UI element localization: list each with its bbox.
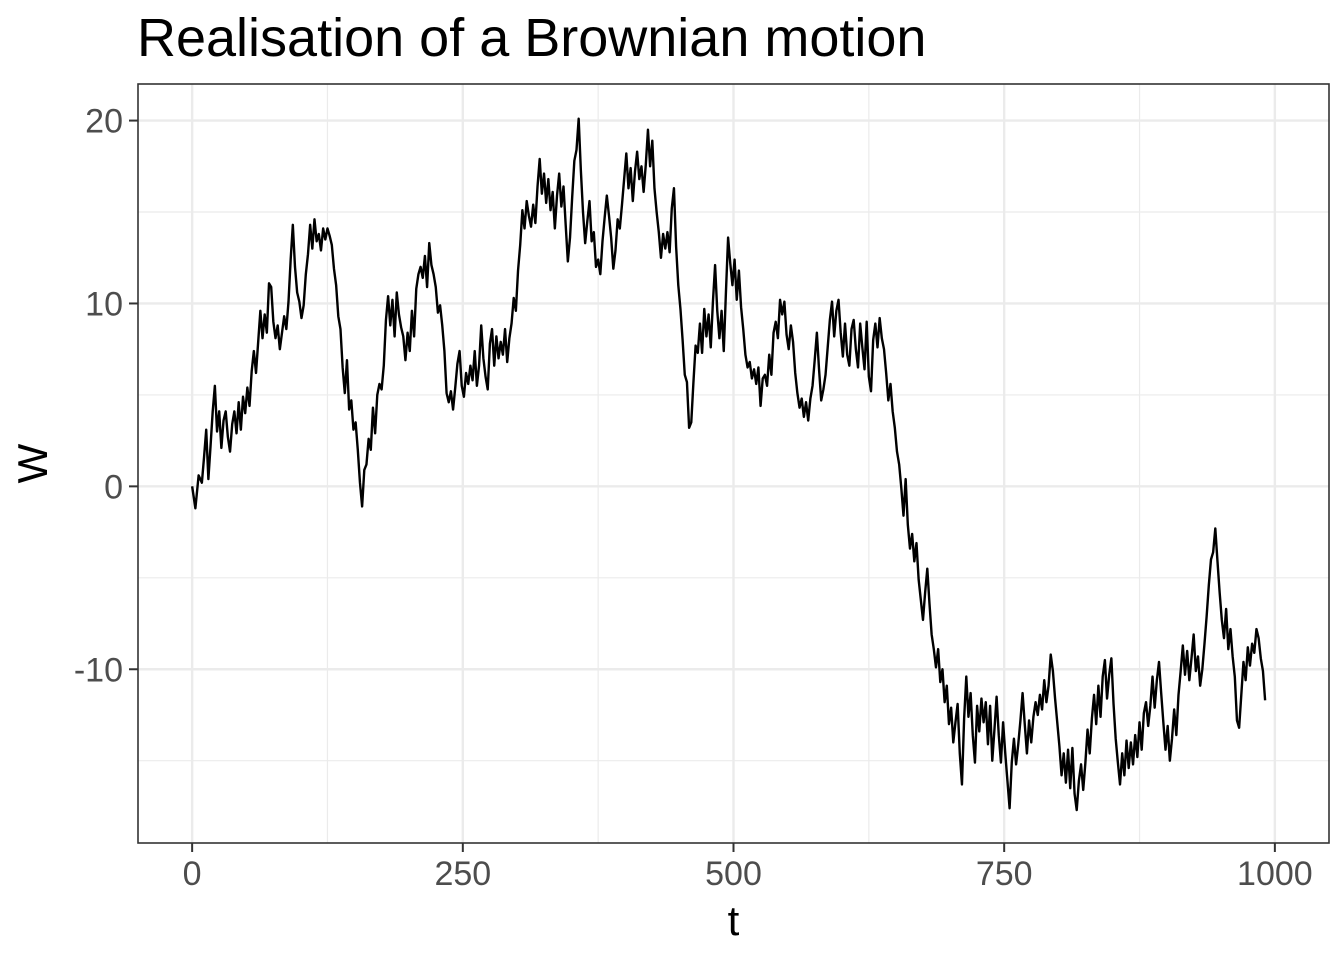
x-axis: 0 250 500 750 1000 <box>183 843 1313 893</box>
x-tick-label: 0 <box>183 855 202 893</box>
x-tick-label: 250 <box>434 855 491 893</box>
plot-panel <box>137 83 1330 844</box>
y-tick-label: 10 <box>85 285 123 323</box>
series-line <box>190 117 1267 812</box>
x-axis-title: t <box>728 897 740 944</box>
y-tick-label: 0 <box>104 468 123 506</box>
x-tick-label: 500 <box>705 855 762 893</box>
y-axis-title: W <box>9 443 56 483</box>
y-tick-label: 20 <box>85 103 123 141</box>
chart-title: Realisation of a Brownian motion <box>137 8 926 68</box>
x-tick-label: 1000 <box>1237 855 1313 893</box>
y-axis: -10 0 10 20 <box>74 103 138 689</box>
x-tick-label: 750 <box>976 855 1033 893</box>
y-tick-label: -10 <box>74 651 123 689</box>
